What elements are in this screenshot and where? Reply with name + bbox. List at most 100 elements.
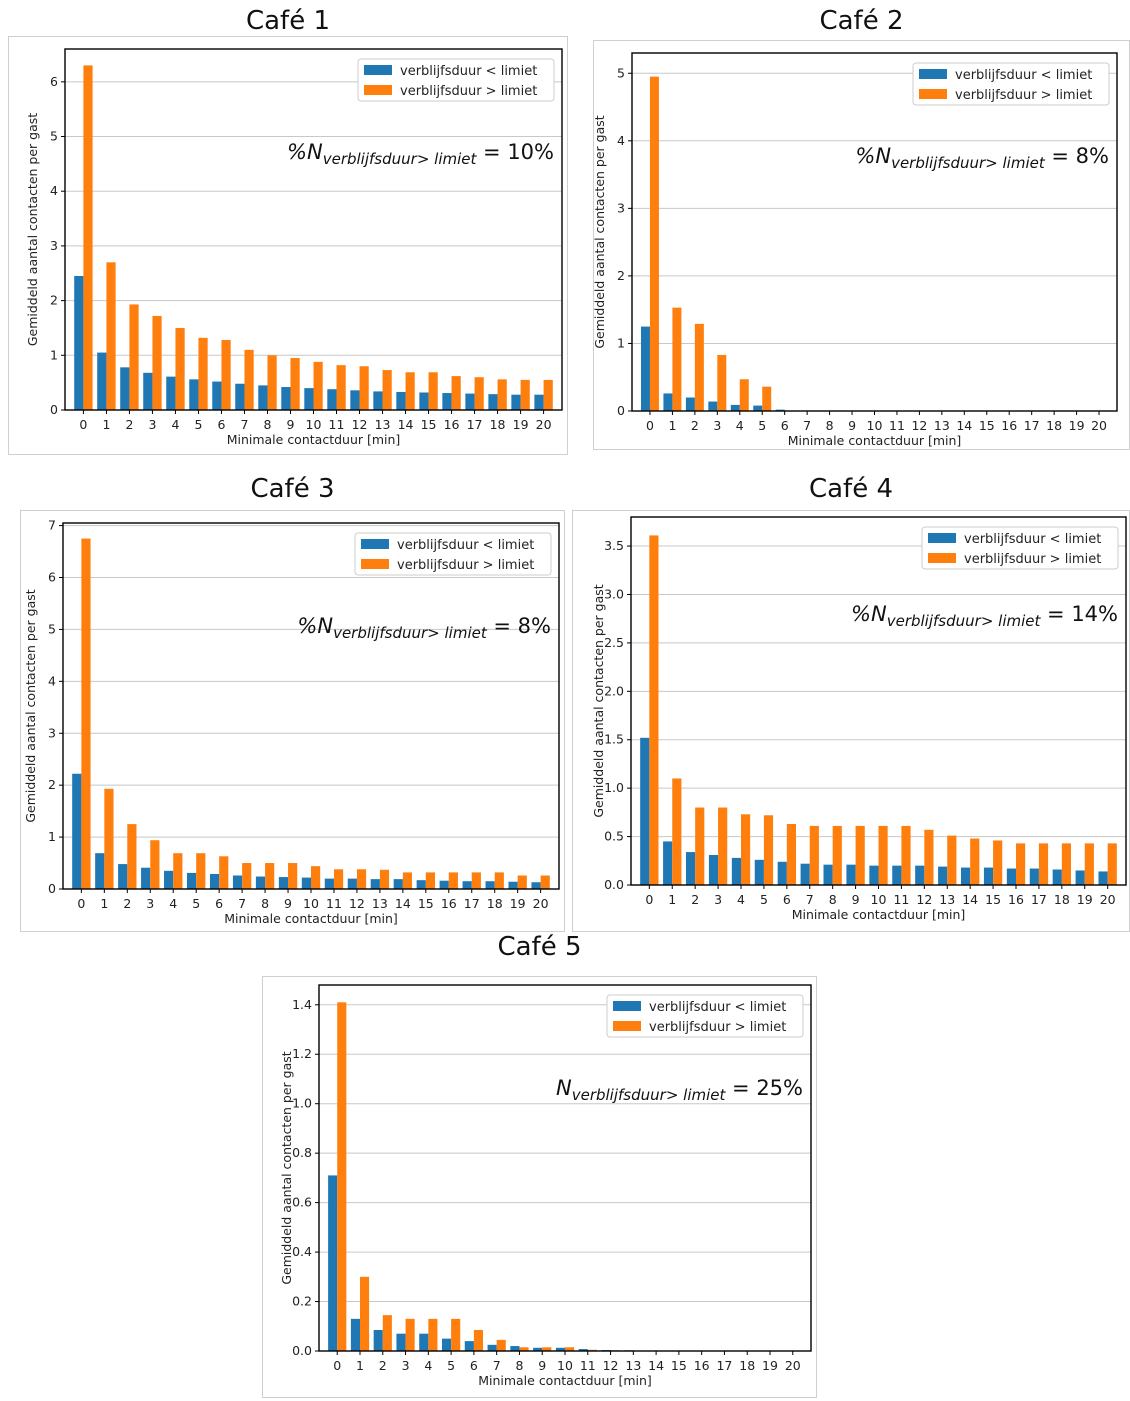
bar-below-limit <box>164 870 174 889</box>
y-tick-label: 6 <box>50 74 58 89</box>
x-axis-label: Minimale contactduur [min] <box>792 907 966 922</box>
x-tick-label: 5 <box>447 1358 455 1373</box>
legend-box <box>354 532 552 576</box>
bar-below-limit <box>347 878 357 889</box>
bar-below-limit <box>846 864 856 885</box>
x-tick-label: 5 <box>758 418 766 433</box>
y-tick-label: 3.0 <box>604 586 624 601</box>
bar-below-limit <box>350 1318 360 1351</box>
bar-above-limit <box>739 379 749 411</box>
bar-above-limit <box>382 370 392 410</box>
x-tick-label: 1 <box>100 896 108 911</box>
chart-panel-cafe-5: Café 5 0.0 0.2 0.4 0.6 0.8 1.0 1.2 1.4 0 1 2 3 4 5 6 7 8… <box>262 928 817 1398</box>
y-tick-label: 0.8 <box>292 1145 312 1160</box>
x-tick-label: 19 <box>510 896 526 911</box>
x-tick-label: 16 <box>694 1358 710 1373</box>
bar-above-limit <box>288 863 298 889</box>
bar-below-limit <box>915 865 925 885</box>
bar-below-limit <box>1052 869 1062 885</box>
bar-above-limit <box>405 1318 415 1351</box>
x-tick-label: 15 <box>979 418 995 433</box>
x-tick-label: 18 <box>1054 892 1070 907</box>
y-tick-label: 0.0 <box>292 1343 312 1358</box>
bar-above-limit <box>718 807 728 885</box>
plot-area <box>64 48 563 411</box>
bar-below-limit <box>419 392 429 410</box>
bar-below-limit <box>212 381 222 410</box>
x-tick-label: 17 <box>716 1358 732 1373</box>
chart-title: Café 4 <box>808 474 894 504</box>
bar-below-limit <box>235 383 245 410</box>
bar-above-limit <box>947 835 957 885</box>
bar-above-limit <box>244 349 254 410</box>
x-tick-label: 12 <box>349 896 365 911</box>
x-tick-label: 9 <box>848 418 856 433</box>
bar-below-limit <box>118 864 128 889</box>
x-tick-label: 3 <box>713 418 721 433</box>
bar-above-limit <box>1061 843 1071 885</box>
bar-above-limit <box>428 1318 438 1351</box>
y-tick-label: 4 <box>617 133 625 148</box>
bar-above-limit <box>425 872 435 889</box>
bar-above-limit <box>428 372 438 410</box>
bar-above-limit <box>901 825 911 885</box>
bar-above-limit <box>786 823 796 885</box>
y-tick-label: 3 <box>617 200 625 215</box>
x-tick-label: 10 <box>557 1358 573 1373</box>
y-tick-label: 0 <box>50 402 58 417</box>
legend-label: verblijfsduur > limiet <box>649 1020 786 1035</box>
bar-above-limit <box>106 262 116 410</box>
x-tick-label: 4 <box>424 1358 432 1373</box>
legend-label: verblijfsduur < limiet <box>649 1000 786 1015</box>
y-tick-label: 2.5 <box>604 635 624 650</box>
x-tick-label: 3 <box>714 892 722 907</box>
y-tick-label: 1.0 <box>292 1096 312 1111</box>
x-axis-label: Minimale contactduur [min] <box>224 911 398 926</box>
legend-label: verblijfsduur < limiet <box>400 64 537 79</box>
x-tick-label: 13 <box>939 892 955 907</box>
legend-swatch <box>928 553 956 563</box>
y-tick-label: 5 <box>48 621 56 636</box>
x-tick-label: 9 <box>538 1358 546 1373</box>
bar-below-limit <box>370 879 380 889</box>
bar-below-limit <box>488 394 498 410</box>
bar-above-limit <box>520 379 530 410</box>
x-tick-label: 14 <box>648 1358 664 1373</box>
x-tick-label: 17 <box>1031 892 1047 907</box>
bar-below-limit <box>1098 871 1108 885</box>
x-tick-label: 19 <box>513 417 529 432</box>
bar-below-limit <box>465 393 475 410</box>
x-tick-label: 17 <box>464 896 480 911</box>
bar-above-limit <box>474 377 484 410</box>
x-tick-label: 8 <box>261 896 269 911</box>
x-tick-label: 4 <box>169 896 177 911</box>
legend-swatch <box>613 1021 641 1031</box>
x-tick-label: 9 <box>287 417 295 432</box>
bar-above-limit <box>451 1318 461 1351</box>
bar-below-limit <box>209 873 220 889</box>
bar-above-limit <box>741 814 751 885</box>
legend-label: verblijfsduur > limiet <box>955 88 1092 103</box>
bar-above-limit <box>471 872 481 889</box>
annotation-percentage: Nverblijfsduur> limiet = 25% <box>556 1076 803 1104</box>
x-tick-label: 2 <box>379 1358 387 1373</box>
bar-above-limit <box>1038 843 1049 885</box>
bar-above-limit <box>337 1002 347 1351</box>
y-tick-label: 6 <box>48 570 56 585</box>
x-tick-label: 12 <box>916 892 932 907</box>
bar-below-limit <box>1006 868 1016 885</box>
bar-below-limit <box>301 877 311 889</box>
bar-below-limit <box>396 1333 406 1351</box>
x-tick-label: 10 <box>867 418 883 433</box>
x-tick-label: 8 <box>264 417 272 432</box>
x-tick-label: 11 <box>893 892 909 907</box>
x-tick-label: 1 <box>668 418 676 433</box>
bar-above-limit <box>196 853 206 889</box>
x-tick-label: 6 <box>783 892 791 907</box>
bar-below-limit <box>892 865 902 885</box>
bar-above-limit <box>175 327 185 410</box>
bar-below-limit <box>578 1349 588 1351</box>
bar-above-limit <box>173 853 183 889</box>
bar-below-limit <box>304 388 314 410</box>
